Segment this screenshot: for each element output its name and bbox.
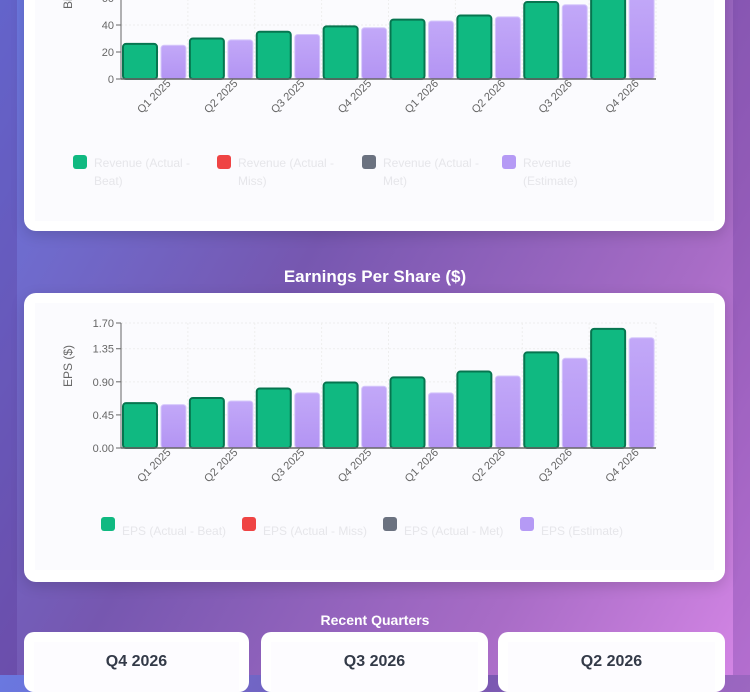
quarter-card[interactable]: Q2 2026 [498,632,725,692]
legend-item[interactable]: Revenue (Actual - Miss) [217,154,362,190]
x-tick-label: Q1 2025 [135,447,173,485]
bar-actual [255,387,292,449]
legend-label: Revenue (Actual - Beat) [94,156,191,188]
page-edge-left [0,0,17,675]
y-tick-label: 1.70 [93,318,114,330]
bar-actual [590,327,627,449]
bar-actual [188,397,225,449]
legend-swatch [520,517,534,531]
legend-label: EPS (Actual - Beat) [122,524,227,538]
bar-estimate [227,400,254,449]
y-tick-label: 20 [102,47,114,59]
y-tick-label: 0.45 [93,410,114,422]
bar-actual [456,370,493,450]
eps-legend: EPS (Actual - Beat) EPS (Actual - Miss) EP… [101,516,660,540]
legend-swatch [502,155,516,169]
bar-actual [322,381,359,450]
x-tick-label: Q4 2025 [336,447,374,485]
legend-label: Revenue (Estimate) [523,156,578,188]
x-tick-label: Q2 2026 [470,447,508,485]
x-tick-label: Q4 2026 [603,447,641,485]
legend-item[interactable]: EPS (Actual - Met) [383,516,520,540]
y-axis-label: EPS ($) [61,345,75,387]
quarter-card-title: Q4 2026 [105,653,168,670]
y-tick-label: 0 [108,74,114,86]
legend-label: EPS (Actual - Miss) [263,524,368,538]
bar-estimate [561,357,588,449]
bar-estimate [294,392,321,449]
legend-swatch [217,155,231,169]
y-tick-label: 0.90 [93,377,114,389]
legend-swatch [242,517,256,531]
eps-chart-title: Earnings Per Share ($) [283,267,467,286]
legend-item[interactable]: EPS (Actual - Miss) [242,516,383,540]
legend-swatch [383,517,397,531]
page-edge-right [733,0,750,675]
eps-chart: 0.00 0.45 0.90 1.35 1.70 Q1 2025 Q2 2025 Q3 202… [61,318,657,485]
y-tick-label: 1.35 [93,344,114,356]
recent-quarters-title: Recent Quarters [320,612,430,628]
bar-estimate [428,392,454,449]
bar-actual [122,402,158,450]
quarter-card-title: Q2 2026 [580,653,643,670]
legend-item[interactable]: Revenue (Actual - Beat) [73,154,217,190]
legend-label: EPS (Actual - Met) [404,524,504,538]
x-tick-label: Q1 2026 [403,447,441,485]
legend-item[interactable]: EPS (Actual - Beat) [101,516,242,540]
legend-label: Revenue (Actual - Met) [383,156,480,188]
revenue-legend: Revenue (Actual - Beat) Revenue (Actual -… [73,154,612,190]
legend-item[interactable]: Revenue (Estimate) [502,154,612,190]
legend-item[interactable]: EPS (Estimate) [520,516,660,540]
x-tick-label: Q2 2025 [202,447,240,485]
legend-swatch [73,155,87,169]
legend-label: EPS (Estimate) [541,524,624,538]
bar-estimate [361,385,388,449]
legend-swatch [362,155,376,169]
legend-item[interactable]: Revenue (Actual - Met) [362,154,502,190]
x-tick-label: Q3 2025 [269,447,307,485]
bar-actual [389,376,426,450]
legend-swatch [101,517,115,531]
bar-actual [523,351,560,450]
x-tick-label: Q3 2026 [536,447,574,485]
y-axis-label: Billions [61,0,75,9]
y-tick-label: 0.00 [93,443,114,455]
quarter-card[interactable]: Q3 2026 [261,632,488,692]
legend-label: Revenue (Actual - Miss) [238,156,335,188]
quarter-card[interactable]: Q4 2026 [24,632,249,692]
y-tick-label: 40 [102,20,114,32]
bar-estimate [160,404,187,449]
quarter-card-title: Q3 2026 [343,653,406,670]
y-tick-label: 60 [102,0,114,5]
bar-estimate [628,337,655,449]
bar-estimate [494,375,521,449]
